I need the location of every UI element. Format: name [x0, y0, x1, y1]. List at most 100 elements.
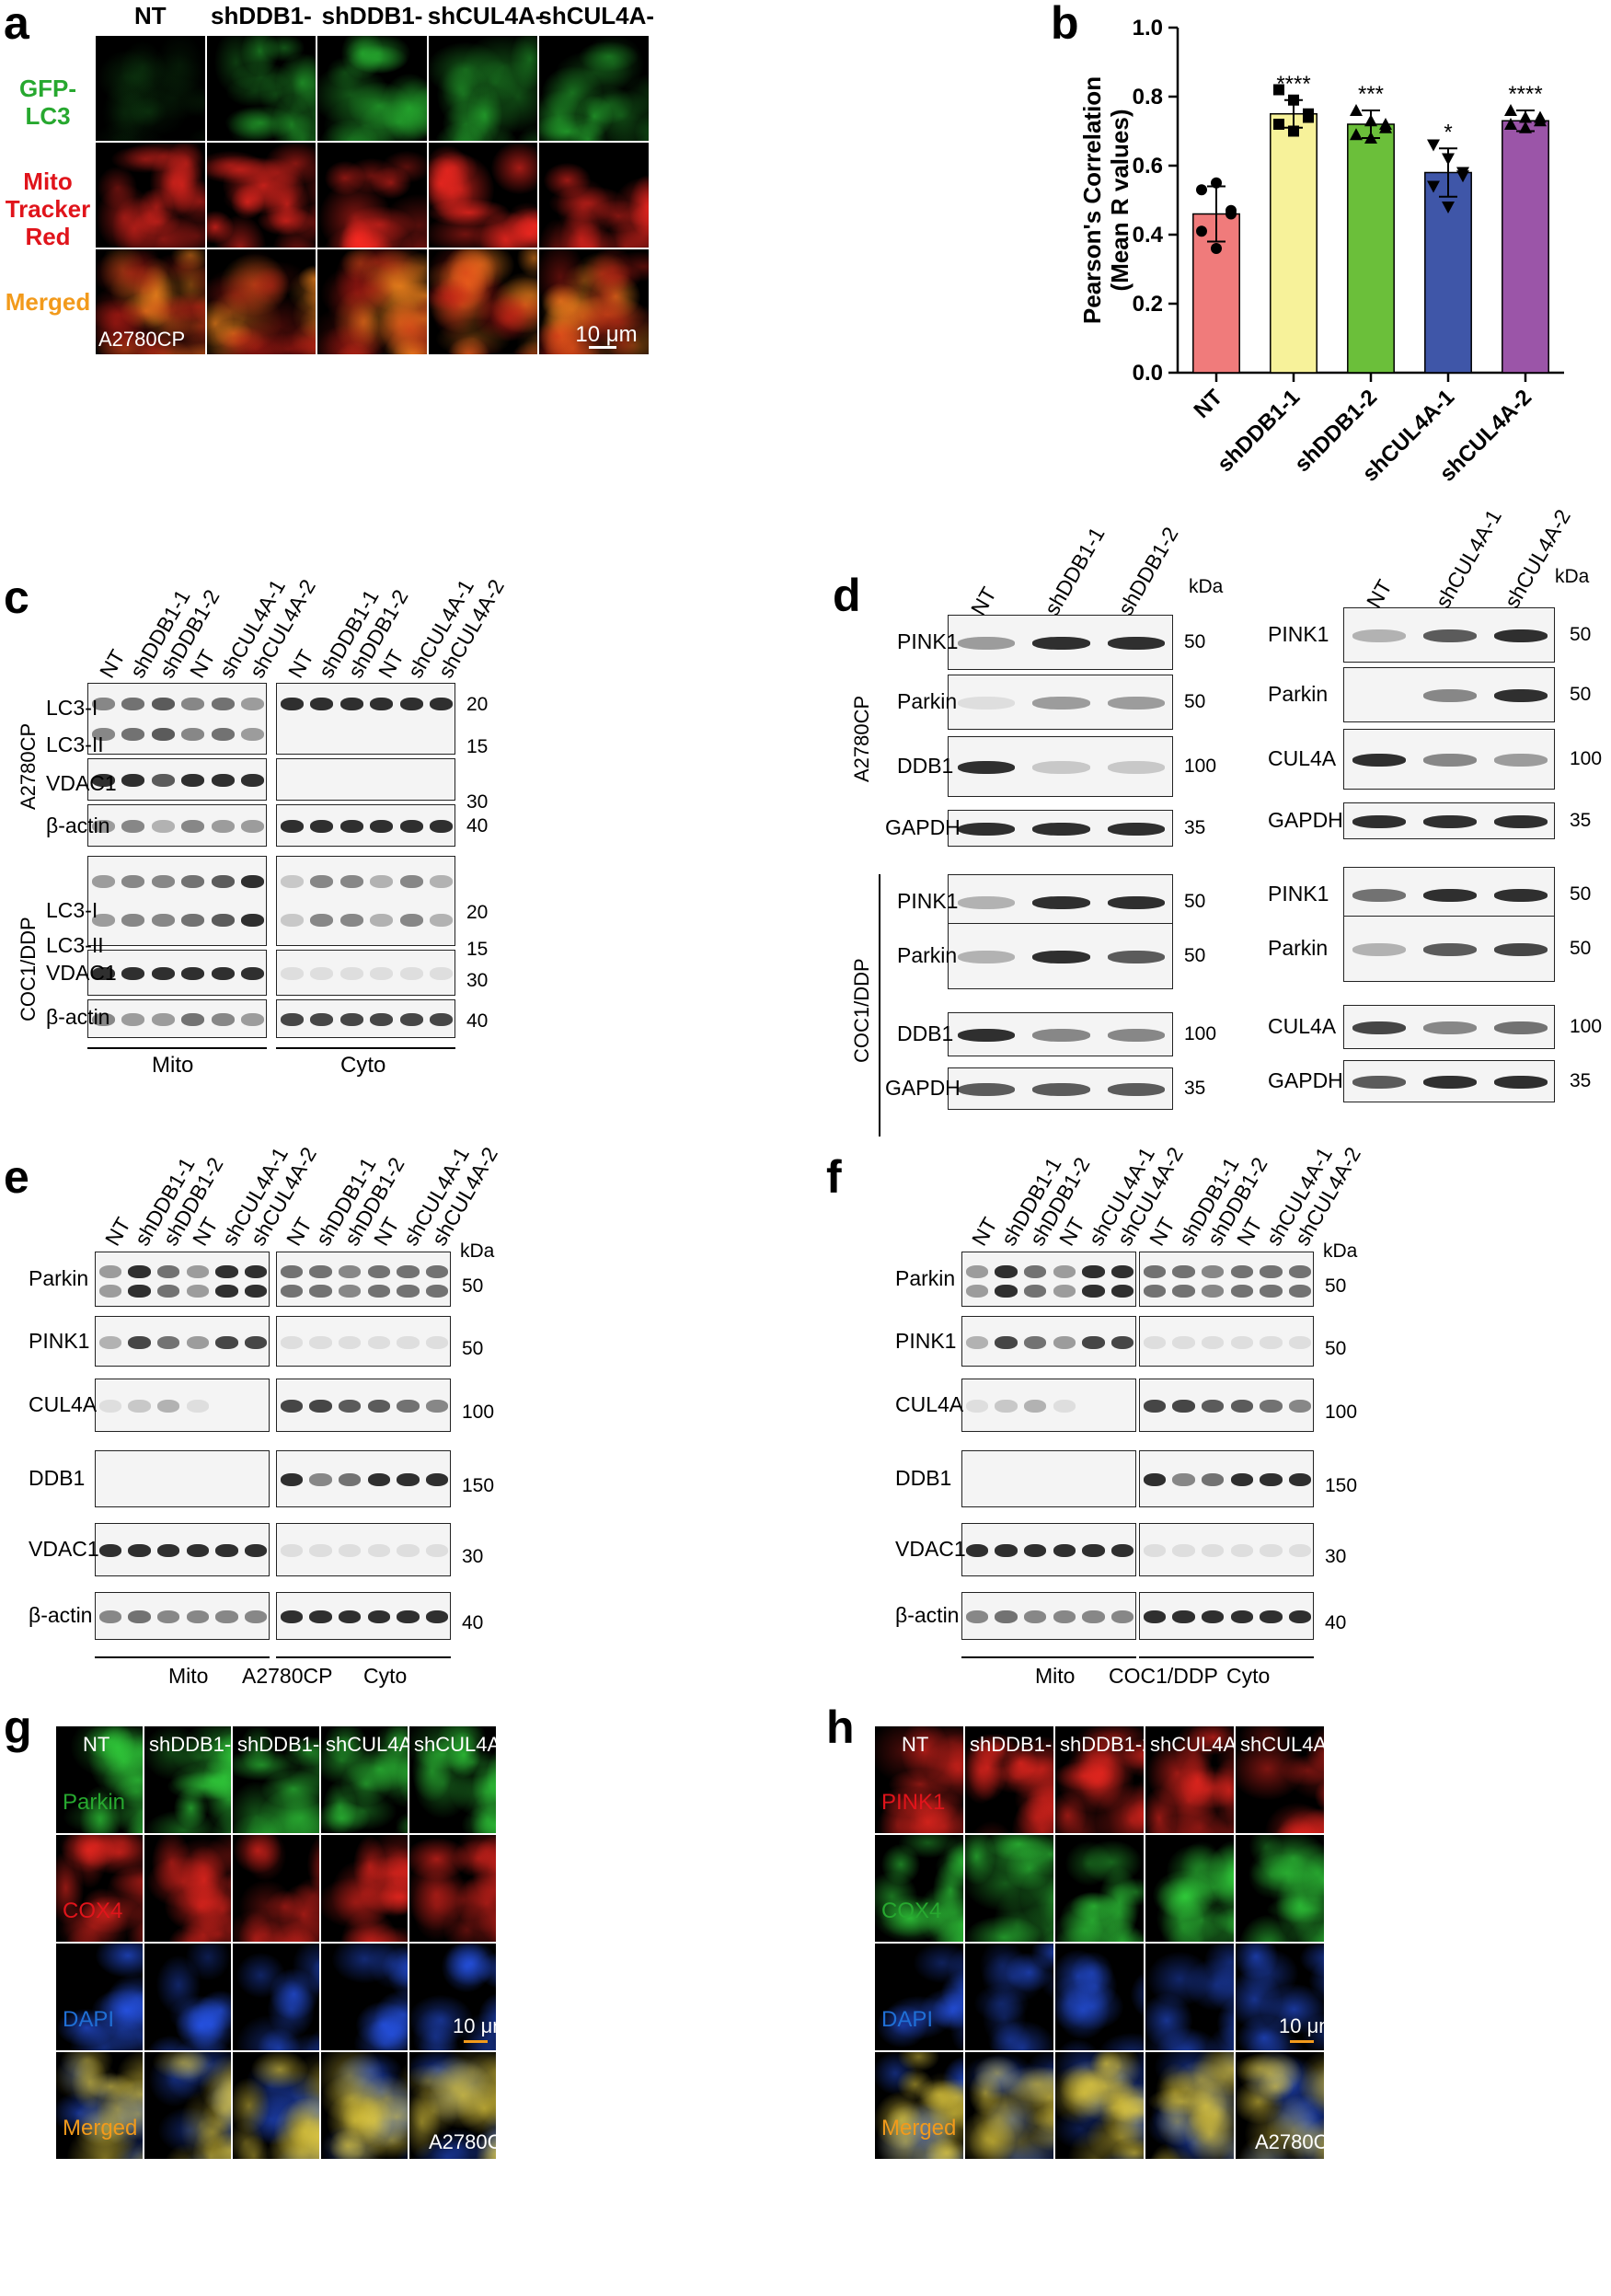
blot-panel	[961, 1316, 1136, 1367]
blot-band	[1082, 1285, 1105, 1298]
micrograph-cell	[409, 1834, 497, 1943]
blot-band	[151, 727, 175, 741]
blot-band	[339, 1610, 362, 1623]
row-label: GFP-LC3	[18, 75, 77, 130]
blot-band	[157, 1265, 180, 1278]
cell-signal	[103, 128, 170, 141]
lane-label: NT	[967, 1213, 1002, 1250]
blot-band	[121, 697, 145, 710]
blot-band	[1289, 1544, 1312, 1557]
cell-signal	[244, 1811, 287, 1833]
kda-marker: 50	[1184, 631, 1206, 652]
protein-label: GAPDH	[885, 1076, 961, 1100]
blot-panel	[948, 1012, 1173, 1056]
cell-signal	[145, 2035, 196, 2050]
data-point	[1534, 110, 1547, 123]
blot-vdac1	[87, 950, 267, 996]
cell-signal	[325, 161, 366, 196]
blot-band	[339, 1400, 362, 1413]
protein-label: Parkin	[897, 689, 958, 713]
blot-band	[128, 1265, 151, 1278]
cell-signal	[544, 163, 592, 199]
blot-band	[310, 913, 334, 927]
blot-band	[370, 875, 394, 889]
protein-label: LC3-I	[46, 898, 98, 922]
micrograph-cell	[874, 1834, 964, 1943]
row-label: Merged	[881, 2116, 957, 2140]
protein-label: GAPDH	[1268, 1068, 1343, 1092]
kda-marker: 35	[1570, 1070, 1592, 1091]
cell-signal	[556, 179, 610, 236]
blot-band	[1289, 1400, 1312, 1413]
blot-band	[1230, 1544, 1253, 1557]
cell-signal	[366, 2015, 408, 2050]
blot-band	[309, 1610, 332, 1623]
cell-signal	[411, 1739, 453, 1803]
scale-bar-label: 10 μm	[1279, 2014, 1336, 2037]
cell-signal	[233, 2077, 270, 2133]
cell-signal	[127, 1989, 143, 2029]
bar	[1502, 120, 1549, 374]
blot-band	[245, 1544, 268, 1557]
blot-band	[91, 727, 115, 741]
blot-band	[121, 913, 145, 927]
blot-panel	[276, 1379, 451, 1432]
blot-band	[367, 1610, 390, 1623]
micrograph-cell	[205, 35, 317, 142]
cell-signal	[428, 275, 478, 331]
fraction-label: Mito	[1035, 1664, 1076, 1688]
y-tick-label: 0.2	[1133, 292, 1163, 317]
protein-label: PINK1	[897, 629, 959, 653]
blot-band	[211, 875, 235, 889]
cell-signal	[491, 143, 538, 195]
blot-band	[1202, 1335, 1225, 1349]
cell-signal	[1183, 2078, 1228, 2134]
blot-panel	[95, 1252, 270, 1307]
blot-band	[211, 820, 235, 833]
cell-signal	[368, 1944, 408, 1989]
cell-signal	[95, 249, 169, 297]
cell-signal	[336, 341, 380, 354]
cell-signal	[171, 249, 205, 271]
cell-signal	[323, 96, 407, 141]
data-point	[1350, 104, 1363, 116]
blot-band	[995, 1544, 1018, 1557]
protein-label: CUL4A	[1268, 746, 1337, 770]
protein-label: PINK1	[29, 1328, 90, 1353]
blot-band	[245, 1610, 268, 1623]
data-point	[1211, 243, 1222, 254]
kda-marker: 40	[466, 1010, 489, 1032]
blot-band	[215, 1265, 238, 1278]
blot-band	[397, 1610, 420, 1623]
blot-panel	[95, 1523, 270, 1576]
blot-band	[957, 761, 1015, 774]
protein-label: VDAC1	[46, 771, 117, 795]
blot-band	[91, 1013, 115, 1026]
blot-band	[181, 1013, 205, 1026]
kda-header: kDa	[1189, 576, 1224, 597]
micrograph-cell	[1145, 1943, 1235, 2051]
blot-band	[1108, 697, 1166, 710]
lane-label: NT	[95, 645, 130, 682]
fraction-line	[1139, 1656, 1314, 1658]
kda-marker: 30	[462, 1546, 484, 1567]
blot-vdac1	[276, 950, 455, 996]
blot-band	[1202, 1473, 1225, 1486]
cell-signal	[484, 60, 538, 133]
y-tick-label: 1.0	[1133, 16, 1163, 40]
blot-band	[957, 1029, 1015, 1042]
blot-band	[339, 1013, 363, 1026]
protein-label: PINK1	[1268, 622, 1329, 646]
cell-signal	[428, 278, 472, 309]
blot-band	[1493, 815, 1548, 828]
blot-band	[241, 697, 265, 710]
micrograph-cell	[232, 2051, 320, 2160]
cell-line-label: COC1/DDP	[1109, 1664, 1218, 1688]
blot-lc3	[87, 856, 267, 946]
blot-band	[430, 697, 454, 710]
blot-actin	[276, 804, 455, 847]
blot-band	[309, 1285, 332, 1298]
cell-signal	[279, 1883, 319, 1942]
blot-panel	[961, 1592, 1136, 1640]
blot-band	[181, 774, 205, 787]
